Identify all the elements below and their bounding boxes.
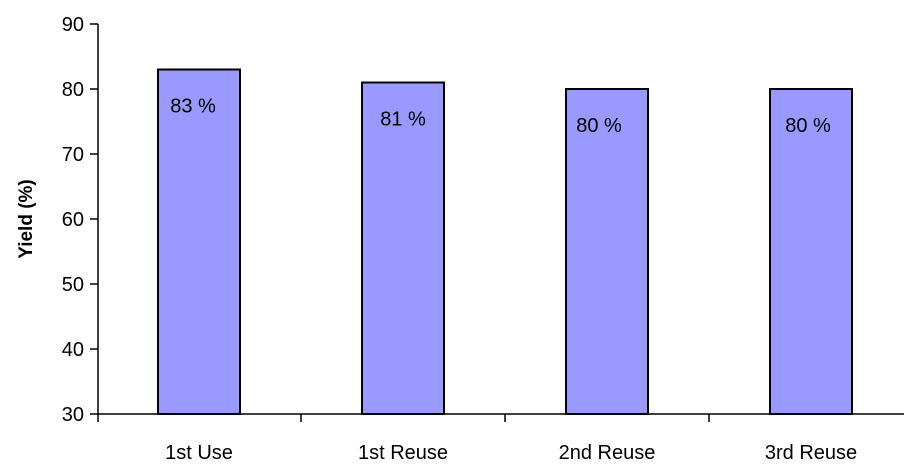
y-tick-label-60: 60 xyxy=(62,209,84,231)
bar-4 xyxy=(769,88,853,415)
x-category-label-2: 1st Reuse xyxy=(358,442,448,464)
bar-1 xyxy=(157,68,241,415)
bar-3 xyxy=(565,88,649,415)
data-label-4: 80 % xyxy=(785,115,831,137)
axes-group xyxy=(90,23,904,422)
x-category-label-3: 2nd Reuse xyxy=(559,442,656,464)
y-tick-label-40: 40 xyxy=(62,339,84,361)
data-label-1: 83 % xyxy=(170,96,216,118)
labels-group: 83 % 81 % 80 % 80 % 30 40 50 60 70 80 90 1st Use 1st… xyxy=(62,14,857,464)
x-category-label-4: 3rd Reuse xyxy=(765,442,857,464)
data-label-3: 80 % xyxy=(576,115,622,137)
x-category-label-1: 1st Use xyxy=(165,442,233,464)
y-tick-label-70: 70 xyxy=(62,144,84,166)
y-tick-label-50: 50 xyxy=(62,274,84,296)
y-tick-label-30: 30 xyxy=(62,404,84,426)
bars-group xyxy=(157,68,853,415)
y-axis-title: Yield (%) xyxy=(16,179,37,259)
data-label-2: 81 % xyxy=(380,109,426,131)
y-tick-label-80: 80 xyxy=(62,79,84,101)
bar-2 xyxy=(361,81,445,415)
y-tick-label-90: 90 xyxy=(62,14,84,36)
